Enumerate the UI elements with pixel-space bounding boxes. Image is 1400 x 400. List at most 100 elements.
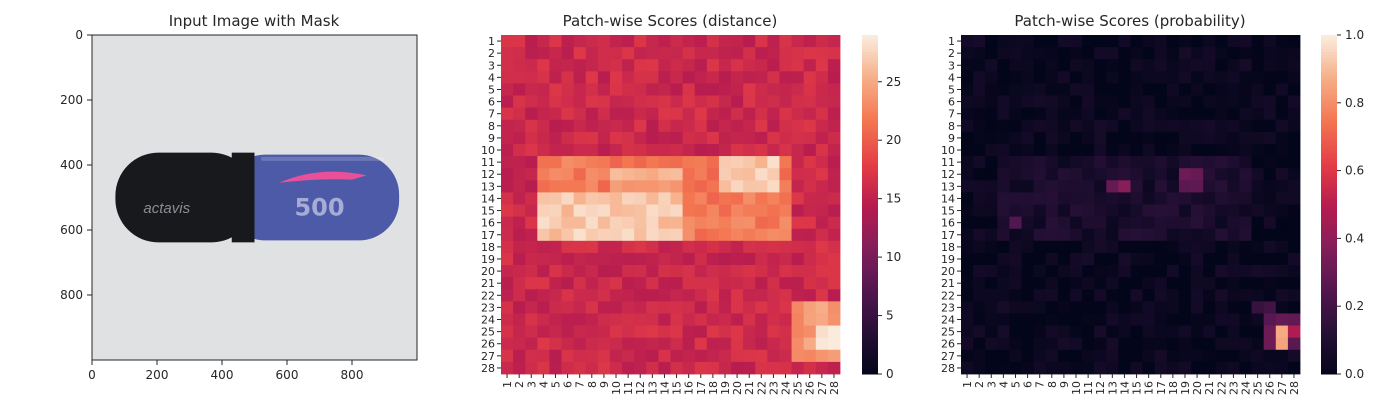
- heatmap-cell: [827, 192, 841, 205]
- row-label: 26: [941, 338, 955, 351]
- heatmap-cell: [961, 301, 974, 314]
- heatmap-cell: [1263, 252, 1277, 266]
- heatmap-cell: [525, 168, 538, 181]
- col-label: 15: [671, 381, 684, 395]
- heatmap-cell: [1154, 47, 1168, 60]
- heatmap-cell: [791, 216, 805, 230]
- heatmap-cell: [549, 168, 562, 181]
- heatmap-cell: [731, 156, 744, 169]
- heatmap-cell: [682, 337, 696, 351]
- colorbar-segment: [862, 244, 878, 248]
- heatmap-cell: [694, 361, 708, 375]
- heatmap-cell: [997, 143, 1010, 157]
- heatmap-cell: [1118, 107, 1131, 121]
- colorbar-segment: [1321, 224, 1337, 228]
- heatmap-cell: [537, 59, 550, 72]
- colorbar-segment: [862, 198, 878, 203]
- heatmap-cell: [1009, 168, 1022, 181]
- heatmap-cell: [634, 168, 647, 181]
- heatmap-cell: [827, 71, 841, 84]
- colorbar-segment: [862, 128, 878, 132]
- heatmap-cell: [1045, 240, 1059, 254]
- colorbar-segment: [862, 258, 878, 262]
- heatmap-cell: [985, 180, 998, 193]
- heatmap-cell: [1166, 228, 1180, 242]
- row-label: 3: [948, 59, 955, 72]
- heatmap-cell: [779, 156, 792, 169]
- heatmap-cell: [1215, 277, 1228, 290]
- colorbar-segment: [1321, 105, 1337, 109]
- heatmap-cell: [1106, 156, 1119, 169]
- heatmap-cell: [1287, 180, 1301, 193]
- heatmap-cell: [743, 83, 756, 96]
- colorbar-segment: [862, 94, 878, 98]
- heatmap-cell: [694, 107, 708, 121]
- heatmap-cell: [585, 180, 599, 193]
- col-label: 10: [610, 381, 623, 395]
- heatmap-cell: [743, 204, 756, 218]
- heatmap-cell: [997, 240, 1010, 254]
- heatmap-cell: [815, 228, 829, 242]
- heatmap-cell: [1178, 119, 1192, 133]
- heatmap-cell: [1069, 192, 1083, 205]
- heatmap-cell: [815, 313, 829, 326]
- heatmap-cell: [791, 168, 805, 181]
- heatmap-cell: [743, 265, 756, 278]
- heatmap-cell: [501, 337, 514, 351]
- row-label: 12: [481, 168, 495, 181]
- heatmap-cell: [743, 168, 756, 181]
- heatmap-cell: [718, 289, 732, 302]
- heatmap-cell: [997, 168, 1010, 181]
- heatmap-cell: [706, 252, 720, 266]
- heatmap-cell: [1033, 47, 1047, 60]
- col-label: 3: [525, 381, 538, 388]
- heatmap-cell: [609, 228, 623, 242]
- col-label: 13: [646, 381, 659, 395]
- heatmap-cell: [1178, 349, 1192, 363]
- heatmap-cell: [1021, 131, 1035, 145]
- heatmap-cell: [1287, 83, 1301, 96]
- heatmap-cell: [997, 156, 1010, 169]
- input-image: actavis 500: [92, 35, 417, 360]
- heatmap-cell: [1118, 301, 1131, 314]
- heatmap-cell: [1094, 349, 1107, 363]
- heatmap-cell: [573, 265, 587, 278]
- heatmap-cell: [658, 361, 671, 375]
- heatmap-cell: [682, 192, 696, 205]
- heatmap-cell: [815, 71, 829, 84]
- heatmap-cell: [973, 59, 986, 72]
- heatmap-cell: [779, 325, 792, 339]
- heatmap-cell: [1227, 265, 1240, 278]
- colorbar-segment: [862, 357, 878, 361]
- heatmap-cell: [597, 83, 611, 96]
- heatmap-cell: [1118, 337, 1131, 351]
- heatmap-cell: [537, 168, 550, 181]
- heatmap-cell: [791, 95, 805, 109]
- heatmap-cell: [1263, 228, 1277, 242]
- heatmap-cell: [1082, 289, 1095, 302]
- heatmap-cell: [1082, 277, 1095, 290]
- heatmap-cell: [1287, 216, 1301, 230]
- colorbar-segment: [862, 142, 878, 146]
- heatmap-cell: [731, 168, 744, 181]
- heatmap-cell: [973, 156, 986, 169]
- heatmap-cell: [1009, 337, 1022, 351]
- colorbar-segment: [862, 215, 878, 220]
- heatmap-cell: [682, 47, 696, 60]
- heatmap-cell: [731, 325, 744, 339]
- heatmap-cell: [755, 59, 768, 72]
- heatmap-cell: [634, 35, 647, 48]
- heatmap-cell: [513, 119, 526, 133]
- heatmap-cell: [779, 83, 792, 96]
- colorbar-segment: [1321, 173, 1337, 177]
- colorbar-segment: [1321, 51, 1337, 56]
- heatmap-cell: [1057, 361, 1071, 375]
- heatmap-cell: [585, 83, 599, 96]
- colorbar-segment: [862, 119, 878, 124]
- row-label: 4: [488, 71, 495, 84]
- colorbar-segment: [862, 325, 878, 330]
- colorbar-segment: [1321, 342, 1337, 347]
- heatmap-cell: [1009, 228, 1022, 242]
- heatmap-cell: [658, 168, 671, 181]
- heatmap-cell: [973, 337, 986, 351]
